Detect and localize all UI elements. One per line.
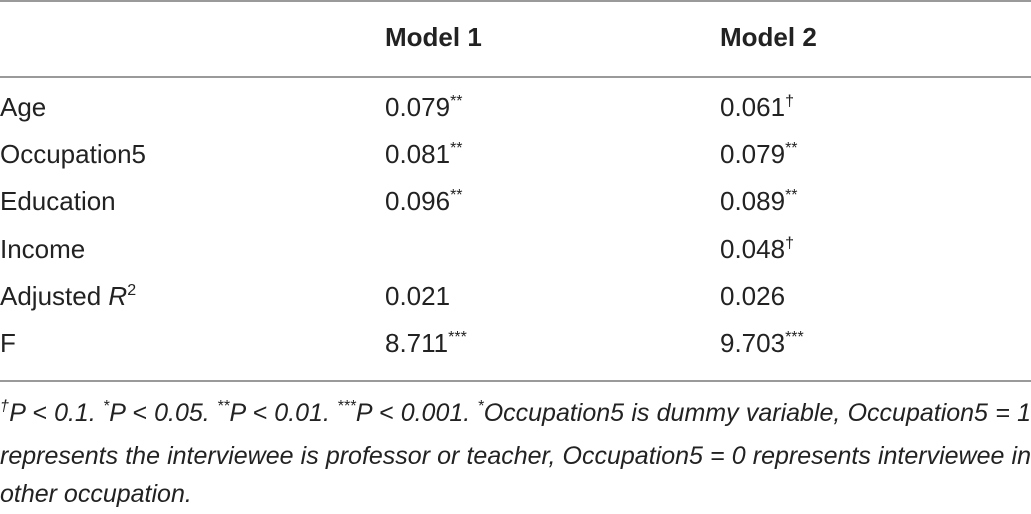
text-run: Adjusted [0,280,109,311]
superscript: ** [785,140,798,158]
table-cell: 0.079** [720,139,798,174]
row-label: Adjusted R2 [0,281,136,316]
superscript: ** [216,398,230,415]
row-label: Age [0,92,46,122]
text-run: 0.089 [720,186,786,217]
text-run: F [0,328,16,358]
text-run: P < 0.1. [9,399,104,427]
text-run: 0.026 [720,280,786,311]
table-cell: 8.711*** [385,328,467,363]
text-run: P < 0.05. [109,399,217,427]
text-run: 9.703 [720,328,786,358]
superscript: † [0,398,10,415]
table-cell: 0.048† [720,234,794,269]
row-label: Occupation5 [0,139,146,169]
table-cell: 0.021 [385,281,450,311]
text-run: 0.079 [385,92,451,122]
superscript: * [477,398,484,415]
superscript: ** [450,140,463,158]
footnote: †P < 0.1. *P < 0.05. **P < 0.01. ***P < … [0,394,1031,514]
top-rule [0,0,1031,2]
column-header: Model 2 [720,22,817,52]
header-rule [0,76,1031,78]
text-run: 0.081 [385,139,451,170]
table-cell: 0.079** [385,92,463,127]
text-run: Income [0,233,86,264]
text-run: R [108,280,128,311]
text-run: 0.096 [385,186,451,217]
text-run: 0.021 [385,280,451,311]
text-run: Occupation5 [0,139,146,170]
table-cell: 0.096** [385,186,463,221]
superscript: 2 [127,281,137,299]
superscript: ** [785,187,798,205]
table-cell: 0.061† [720,92,794,127]
column-header: Model 1 [385,22,482,52]
text-run: Age [0,92,47,122]
text-run: P < 0.01. [229,399,338,427]
superscript: *** [785,329,804,346]
row-label: Income [0,234,85,264]
row-label: F [0,328,16,358]
table-cell: 0.026 [720,281,785,311]
text-run: 0.061 [720,92,786,122]
superscript: ** [450,93,463,110]
superscript: *** [448,329,467,346]
text-run: 0.079 [720,139,786,170]
superscript: * [103,398,110,415]
superscript: *** [337,398,356,415]
text-run: 8.711 [385,328,449,358]
text-run: Education [0,186,116,217]
table-cell: 0.081** [385,139,463,174]
text-run: P < 0.001. [355,399,478,427]
table-cell: 0.089** [720,186,798,221]
row-label: Education [0,186,116,216]
superscript: † [785,93,794,110]
superscript: ** [450,187,463,205]
table-cell: 9.703*** [720,328,804,363]
bottom-rule [0,380,1031,382]
text-run: 0.048 [720,233,786,264]
superscript: † [785,234,794,252]
